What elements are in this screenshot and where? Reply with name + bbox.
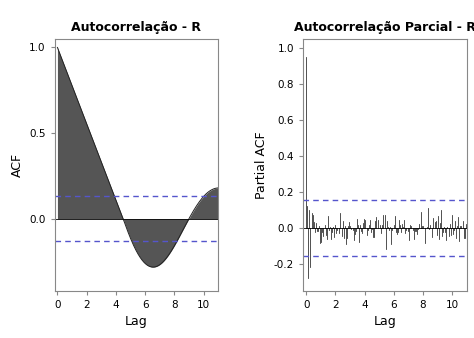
X-axis label: Lag: Lag (125, 315, 148, 328)
Y-axis label: Partial ACF: Partial ACF (255, 131, 268, 199)
Title: Autocorrelação Parcial - R: Autocorrelação Parcial - R (294, 21, 474, 33)
X-axis label: Lag: Lag (374, 315, 396, 328)
Y-axis label: ACF: ACF (10, 153, 23, 177)
Title: Autocorrelação - R: Autocorrelação - R (71, 21, 201, 33)
